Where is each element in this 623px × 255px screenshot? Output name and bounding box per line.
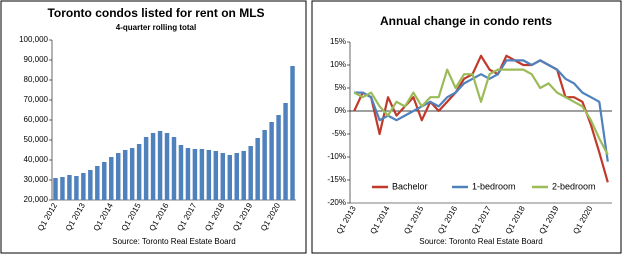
bar	[227, 155, 233, 200]
y-tick-label: 30,000	[24, 175, 49, 184]
bar	[67, 175, 72, 200]
series-line	[354, 59, 609, 162]
bar	[143, 137, 149, 200]
bar	[192, 149, 198, 200]
series-line	[353, 68, 609, 156]
source-note: Source: Toronto Real Estate Board	[419, 237, 542, 246]
chart-title: Toronto condos listed for rent on MLS	[47, 6, 264, 20]
y-tick-label: 90,000	[24, 55, 49, 64]
y-tick-label: 100,000	[19, 35, 48, 44]
bar	[150, 133, 156, 200]
bar	[60, 177, 65, 200]
y-tick-label: 15%	[330, 37, 346, 46]
bar	[283, 103, 288, 200]
y-tick-label: 40,000	[24, 155, 49, 164]
bar	[102, 162, 107, 200]
bar	[199, 149, 205, 200]
chart-subtitle: 4-quarter rolling total	[116, 23, 196, 32]
bar	[53, 178, 58, 200]
right-panel	[311, 0, 622, 254]
y-tick-label: 10%	[330, 60, 346, 69]
bar	[74, 176, 79, 200]
y-tick-label: 20,000	[24, 195, 49, 204]
bar	[122, 150, 128, 200]
bar	[276, 115, 281, 200]
chart-title: Annual change in condo rents	[380, 14, 552, 28]
bar	[220, 153, 226, 200]
bar	[213, 151, 219, 200]
bar	[206, 150, 212, 200]
y-tick-label: -10%	[327, 152, 346, 161]
bar	[255, 138, 260, 200]
y-tick-label: -5%	[332, 129, 346, 138]
bar	[269, 122, 274, 200]
y-tick-label: -15%	[327, 175, 346, 184]
y-tick-label: 5%	[334, 83, 346, 92]
legend-label: 2-bedroom	[552, 181, 596, 191]
bar	[164, 133, 170, 200]
bar	[290, 66, 295, 200]
bar	[129, 148, 135, 200]
y-tick-label: 60,000	[24, 115, 49, 124]
legend-label: Bachelor	[392, 181, 428, 191]
source-note: Source: Toronto Real Estate Board	[112, 237, 235, 246]
bar	[88, 170, 93, 200]
y-tick-label: 50,000	[24, 135, 49, 144]
bar	[171, 137, 177, 200]
bar	[136, 144, 142, 200]
y-tick-label: -20%	[327, 198, 346, 207]
bar	[262, 130, 267, 200]
bar	[248, 146, 253, 200]
bar	[109, 157, 114, 200]
bar	[81, 173, 86, 200]
bar	[185, 148, 191, 200]
bar	[157, 131, 163, 200]
legend-label: 1-bedroom	[472, 181, 516, 191]
bar	[234, 153, 239, 200]
bar	[178, 145, 184, 200]
bar	[241, 151, 246, 200]
y-tick-label: 70,000	[24, 95, 49, 104]
bar	[115, 153, 121, 200]
y-tick-label: 80,000	[24, 75, 49, 84]
y-tick-label: 0%	[334, 106, 346, 115]
bar	[95, 166, 100, 200]
